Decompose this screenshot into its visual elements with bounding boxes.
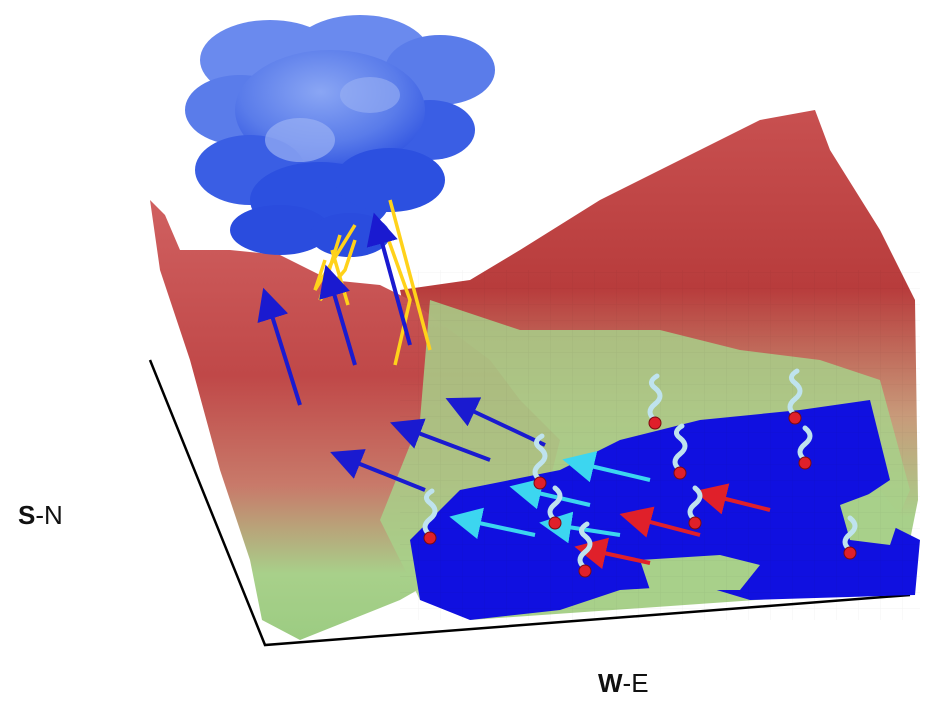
updraft-arrows [257, 212, 546, 492]
arrow-icon [445, 397, 546, 447]
terrain-surface [150, 110, 920, 640]
evaporation-icon [547, 485, 563, 523]
arrow-icon [319, 264, 357, 366]
red-wind-arrows [574, 483, 771, 570]
arrow-icon [449, 507, 536, 539]
evaporation-icon [577, 521, 593, 571]
droplets [423, 411, 857, 578]
arrow-icon [390, 418, 491, 462]
arrow-icon [539, 511, 621, 544]
evaporation-icon [532, 433, 548, 483]
evaporation-icon [787, 368, 803, 418]
cloud-icon [185, 15, 495, 257]
evaporation-icons [422, 368, 858, 571]
arrow-icon [330, 449, 426, 492]
arrow-icon [257, 287, 302, 406]
arrow-icon [574, 537, 651, 570]
evaporation-icon [797, 425, 813, 463]
arrow-icon [562, 451, 651, 483]
arrow-icon [694, 483, 771, 515]
evaporation-icon [647, 373, 663, 423]
arrow-icon [619, 506, 701, 538]
evaporation-icon [687, 485, 703, 523]
arrow-icon [366, 212, 412, 346]
sn-axis-label: S-N [18, 500, 63, 530]
we-axis-label: W-E [598, 668, 649, 698]
evaporation-icon [422, 488, 438, 538]
evaporation-icon [842, 515, 858, 553]
evaporation-icon [672, 423, 688, 473]
